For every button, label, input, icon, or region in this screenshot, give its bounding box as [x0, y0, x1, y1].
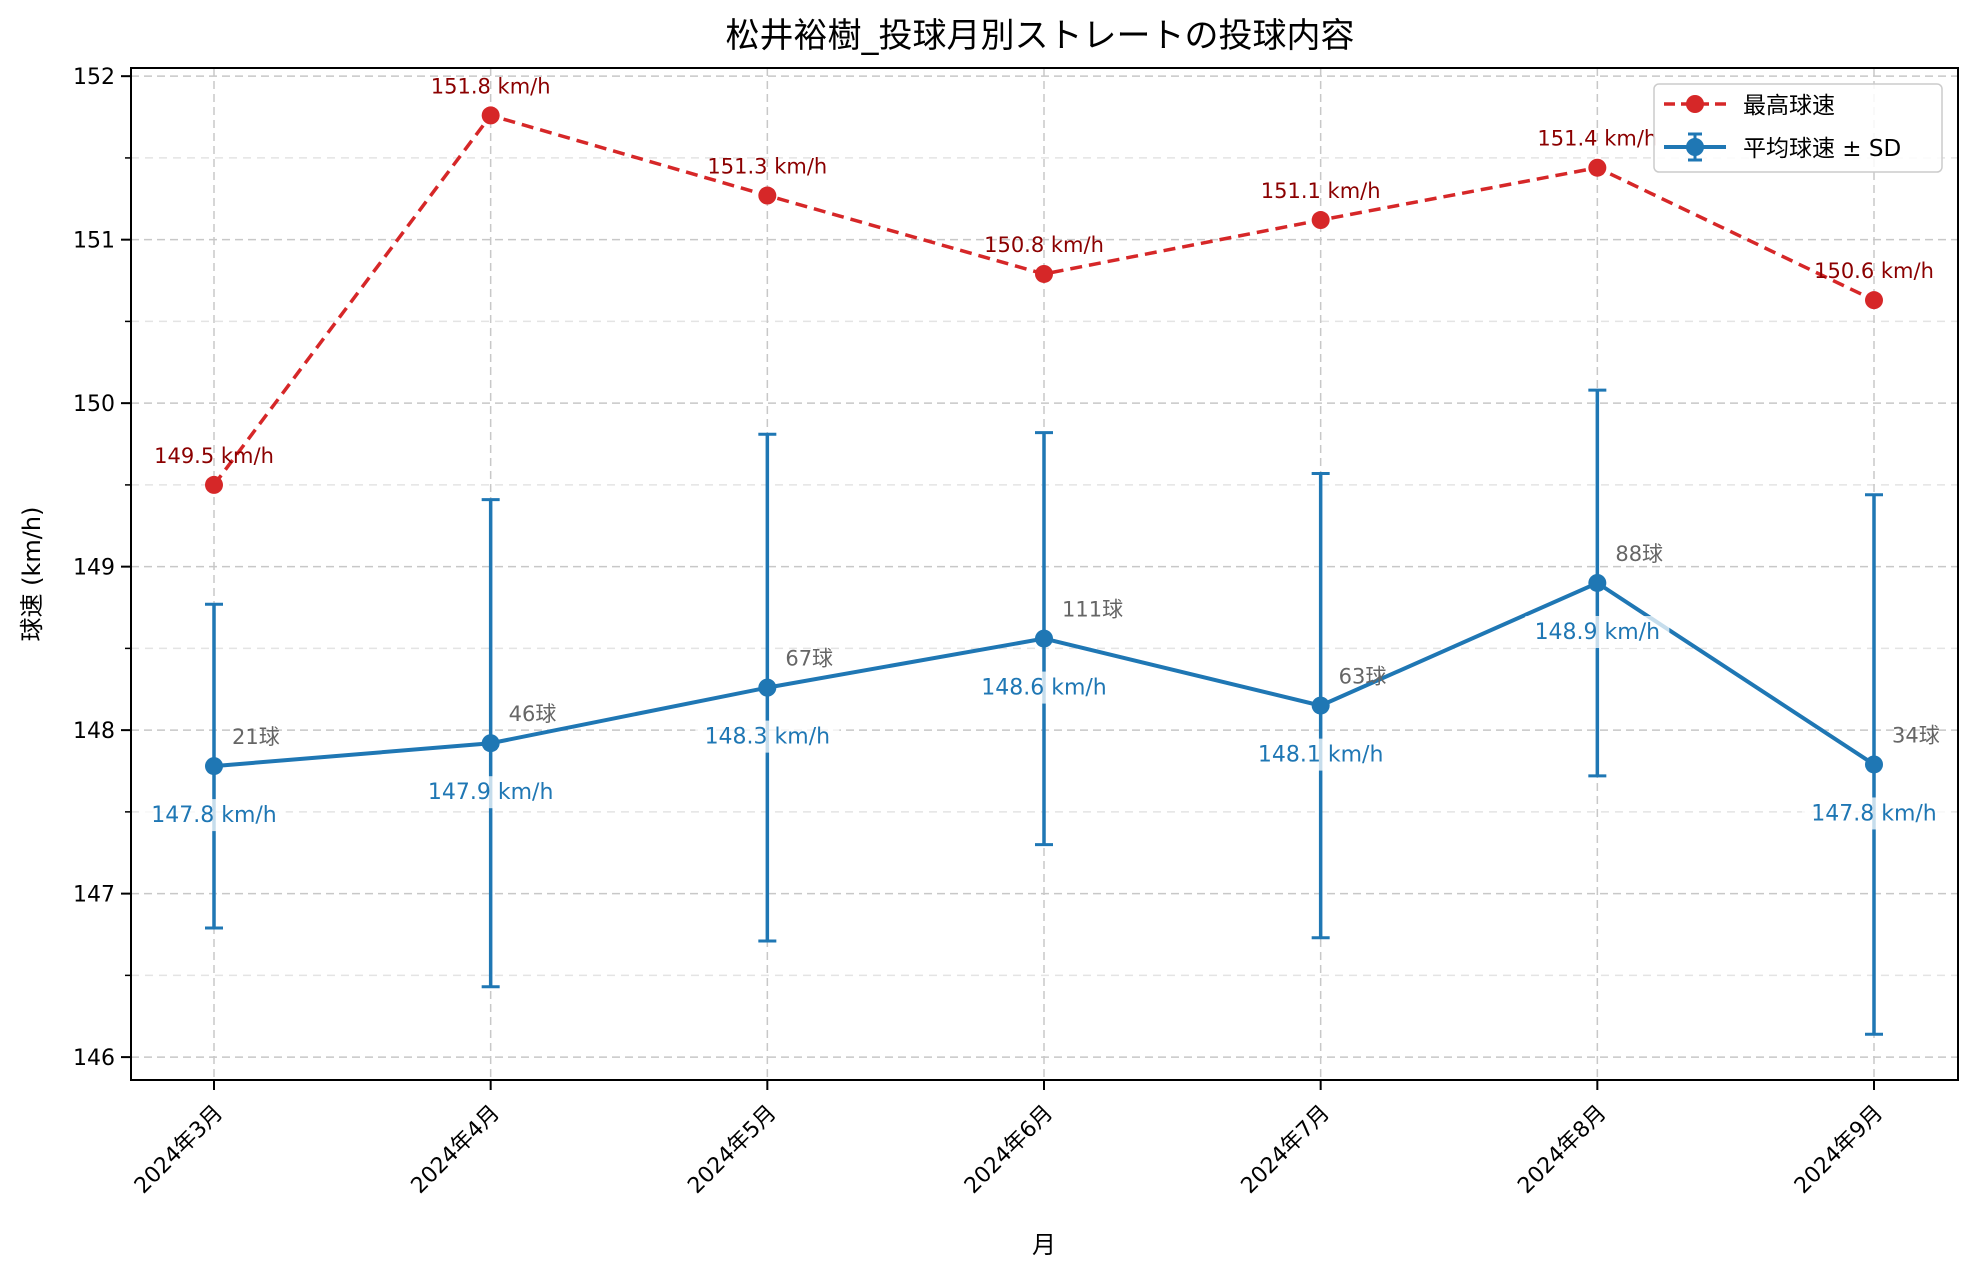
legend-avg-label: 平均球速 ± SD — [1743, 136, 1901, 162]
max-speed-label: 150.8 km/h — [984, 233, 1104, 257]
max-speed-point — [1311, 211, 1330, 230]
y-axis-label: 球速 (km/h) — [18, 507, 46, 642]
legend-box — [1653, 83, 1943, 173]
max-speed-label: 151.8 km/h — [431, 74, 551, 98]
pitch-count-label: 67球 — [785, 647, 833, 671]
pitch-count-label: 88球 — [1615, 542, 1663, 566]
max-speed-label: 151.4 km/h — [1537, 127, 1657, 151]
max-speed-point — [205, 475, 223, 494]
pitch-count-label: 46球 — [509, 702, 557, 726]
y-tick-label: 151 — [73, 229, 115, 254]
avg-speed-label-bg — [1248, 738, 1393, 771]
avg-speed-label-bg — [1525, 615, 1670, 648]
max-speed-label: 150.6 km/h — [1814, 259, 1934, 283]
max-speed-label: 149.5 km/h — [154, 444, 274, 468]
pitch-count-label: 34球 — [1892, 723, 1940, 747]
legend-avg-marker — [1686, 138, 1704, 156]
y-tick-label: 148 — [73, 719, 115, 744]
legend-max-marker — [1686, 95, 1704, 113]
max-speed-point — [1035, 264, 1053, 283]
avg-speed-label: 148.9 km/h — [1535, 620, 1661, 645]
x-tick-label: 2024年9月 — [1790, 1101, 1888, 1199]
avg-speed-label: 147.8 km/h — [1811, 801, 1937, 826]
avg-speed-point — [205, 757, 223, 776]
y-tick-label: 147 — [73, 883, 115, 908]
y-tick-label: 152 — [73, 65, 115, 90]
x-tick-label: 2024年6月 — [960, 1101, 1058, 1199]
x-tick-label: 2024年7月 — [1237, 1101, 1335, 1199]
avg-speed-label: 147.9 km/h — [428, 780, 554, 805]
x-tick-label: 2024年5月 — [683, 1101, 781, 1199]
avg-speed-label: 148.3 km/h — [705, 725, 831, 750]
avg-speed-label-bg — [972, 671, 1116, 704]
y-tick-label: 149 — [73, 556, 115, 581]
y-tick-label: 146 — [73, 1046, 115, 1071]
avg-speed-point — [1311, 696, 1330, 715]
avg-speed-point — [758, 678, 777, 697]
avg-speed-point — [481, 734, 500, 753]
legend-max-label: 最高球速 — [1743, 93, 1835, 119]
pitch-count-label: 63球 — [1339, 665, 1387, 689]
max-speed-label: 151.1 km/h — [1261, 179, 1381, 203]
avg-speed-label-bg — [418, 776, 563, 809]
max-speed-point — [481, 106, 500, 125]
x-tick-label: 2024年4月 — [407, 1101, 505, 1199]
avg-speed-label-bg — [695, 720, 840, 753]
avg-speed-label: 147.8 km/h — [151, 803, 277, 828]
max-speed-point — [1865, 291, 1883, 310]
pitch-count-label: 111球 — [1062, 598, 1123, 622]
avg-speed-label-bg — [142, 799, 286, 832]
avg-speed-point — [1588, 573, 1607, 592]
y-axis: 146 147 148 149 150 151 152 — [73, 65, 131, 1071]
max-speed-point — [758, 186, 777, 205]
max-speed-label: 151.3 km/h — [707, 155, 827, 179]
y-tick-label: 150 — [73, 392, 115, 417]
avg-speed-point — [1035, 629, 1053, 648]
chart-title: 松井裕樹_投球月別ストレートの投球内容 — [726, 16, 1355, 56]
x-tick-label: 2024年3月 — [130, 1101, 228, 1199]
x-axis: 2024年3月 2024年4月 2024年5月 2024年6月 2024年7月 2024年… — [130, 1080, 1888, 1199]
avg-speed-label: 148.6 km/h — [981, 676, 1107, 701]
avg-speed-label: 148.1 km/h — [1258, 743, 1384, 768]
x-axis-label: 月 — [1032, 1231, 1056, 1259]
series-layer: 149.5 km/h 151.8 km/h 151.3 km/h 150.8 km/h… — [142, 74, 1946, 1036]
x-tick-label: 2024年8月 — [1513, 1101, 1611, 1199]
max-speed-line — [212, 113, 1875, 486]
max-speed-point — [1588, 158, 1607, 177]
avg-speed-point — [1865, 755, 1883, 774]
legend: 最高球速 平均球速 ± SD — [1653, 83, 1943, 173]
avg-speed-label-bg — [1802, 797, 1946, 830]
pitch-count-label: 21球 — [232, 725, 280, 749]
